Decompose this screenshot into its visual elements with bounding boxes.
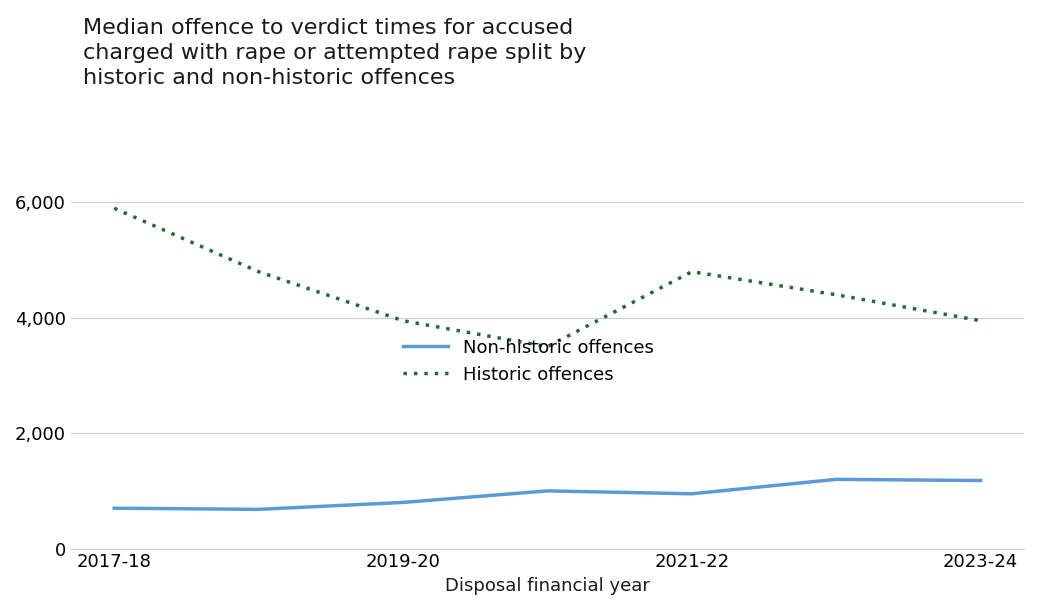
Non-historic offences (108, 504, 121, 512)
Non-historic offences (685, 490, 698, 497)
Line: Non-historic offences: Non-historic offences (114, 479, 981, 509)
Historic offences (830, 291, 842, 298)
Historic offences (974, 317, 987, 325)
Historic offences (253, 268, 265, 275)
Historic offences (397, 317, 410, 325)
Line: Historic offences: Historic offences (114, 208, 981, 346)
Historic offences (685, 268, 698, 275)
Legend: Non-historic offences, Historic offences: Non-historic offences, Historic offences (404, 339, 653, 384)
Non-historic offences (541, 487, 553, 495)
Non-historic offences (397, 499, 410, 506)
Historic offences (108, 204, 121, 212)
Historic offences (541, 343, 553, 350)
X-axis label: Disposal financial year: Disposal financial year (445, 577, 650, 595)
Non-historic offences (974, 477, 987, 484)
Non-historic offences (253, 506, 265, 513)
Text: Median offence to verdict times for accused
charged with rape or attempted rape : Median offence to verdict times for accu… (83, 18, 587, 88)
Non-historic offences (830, 476, 842, 483)
